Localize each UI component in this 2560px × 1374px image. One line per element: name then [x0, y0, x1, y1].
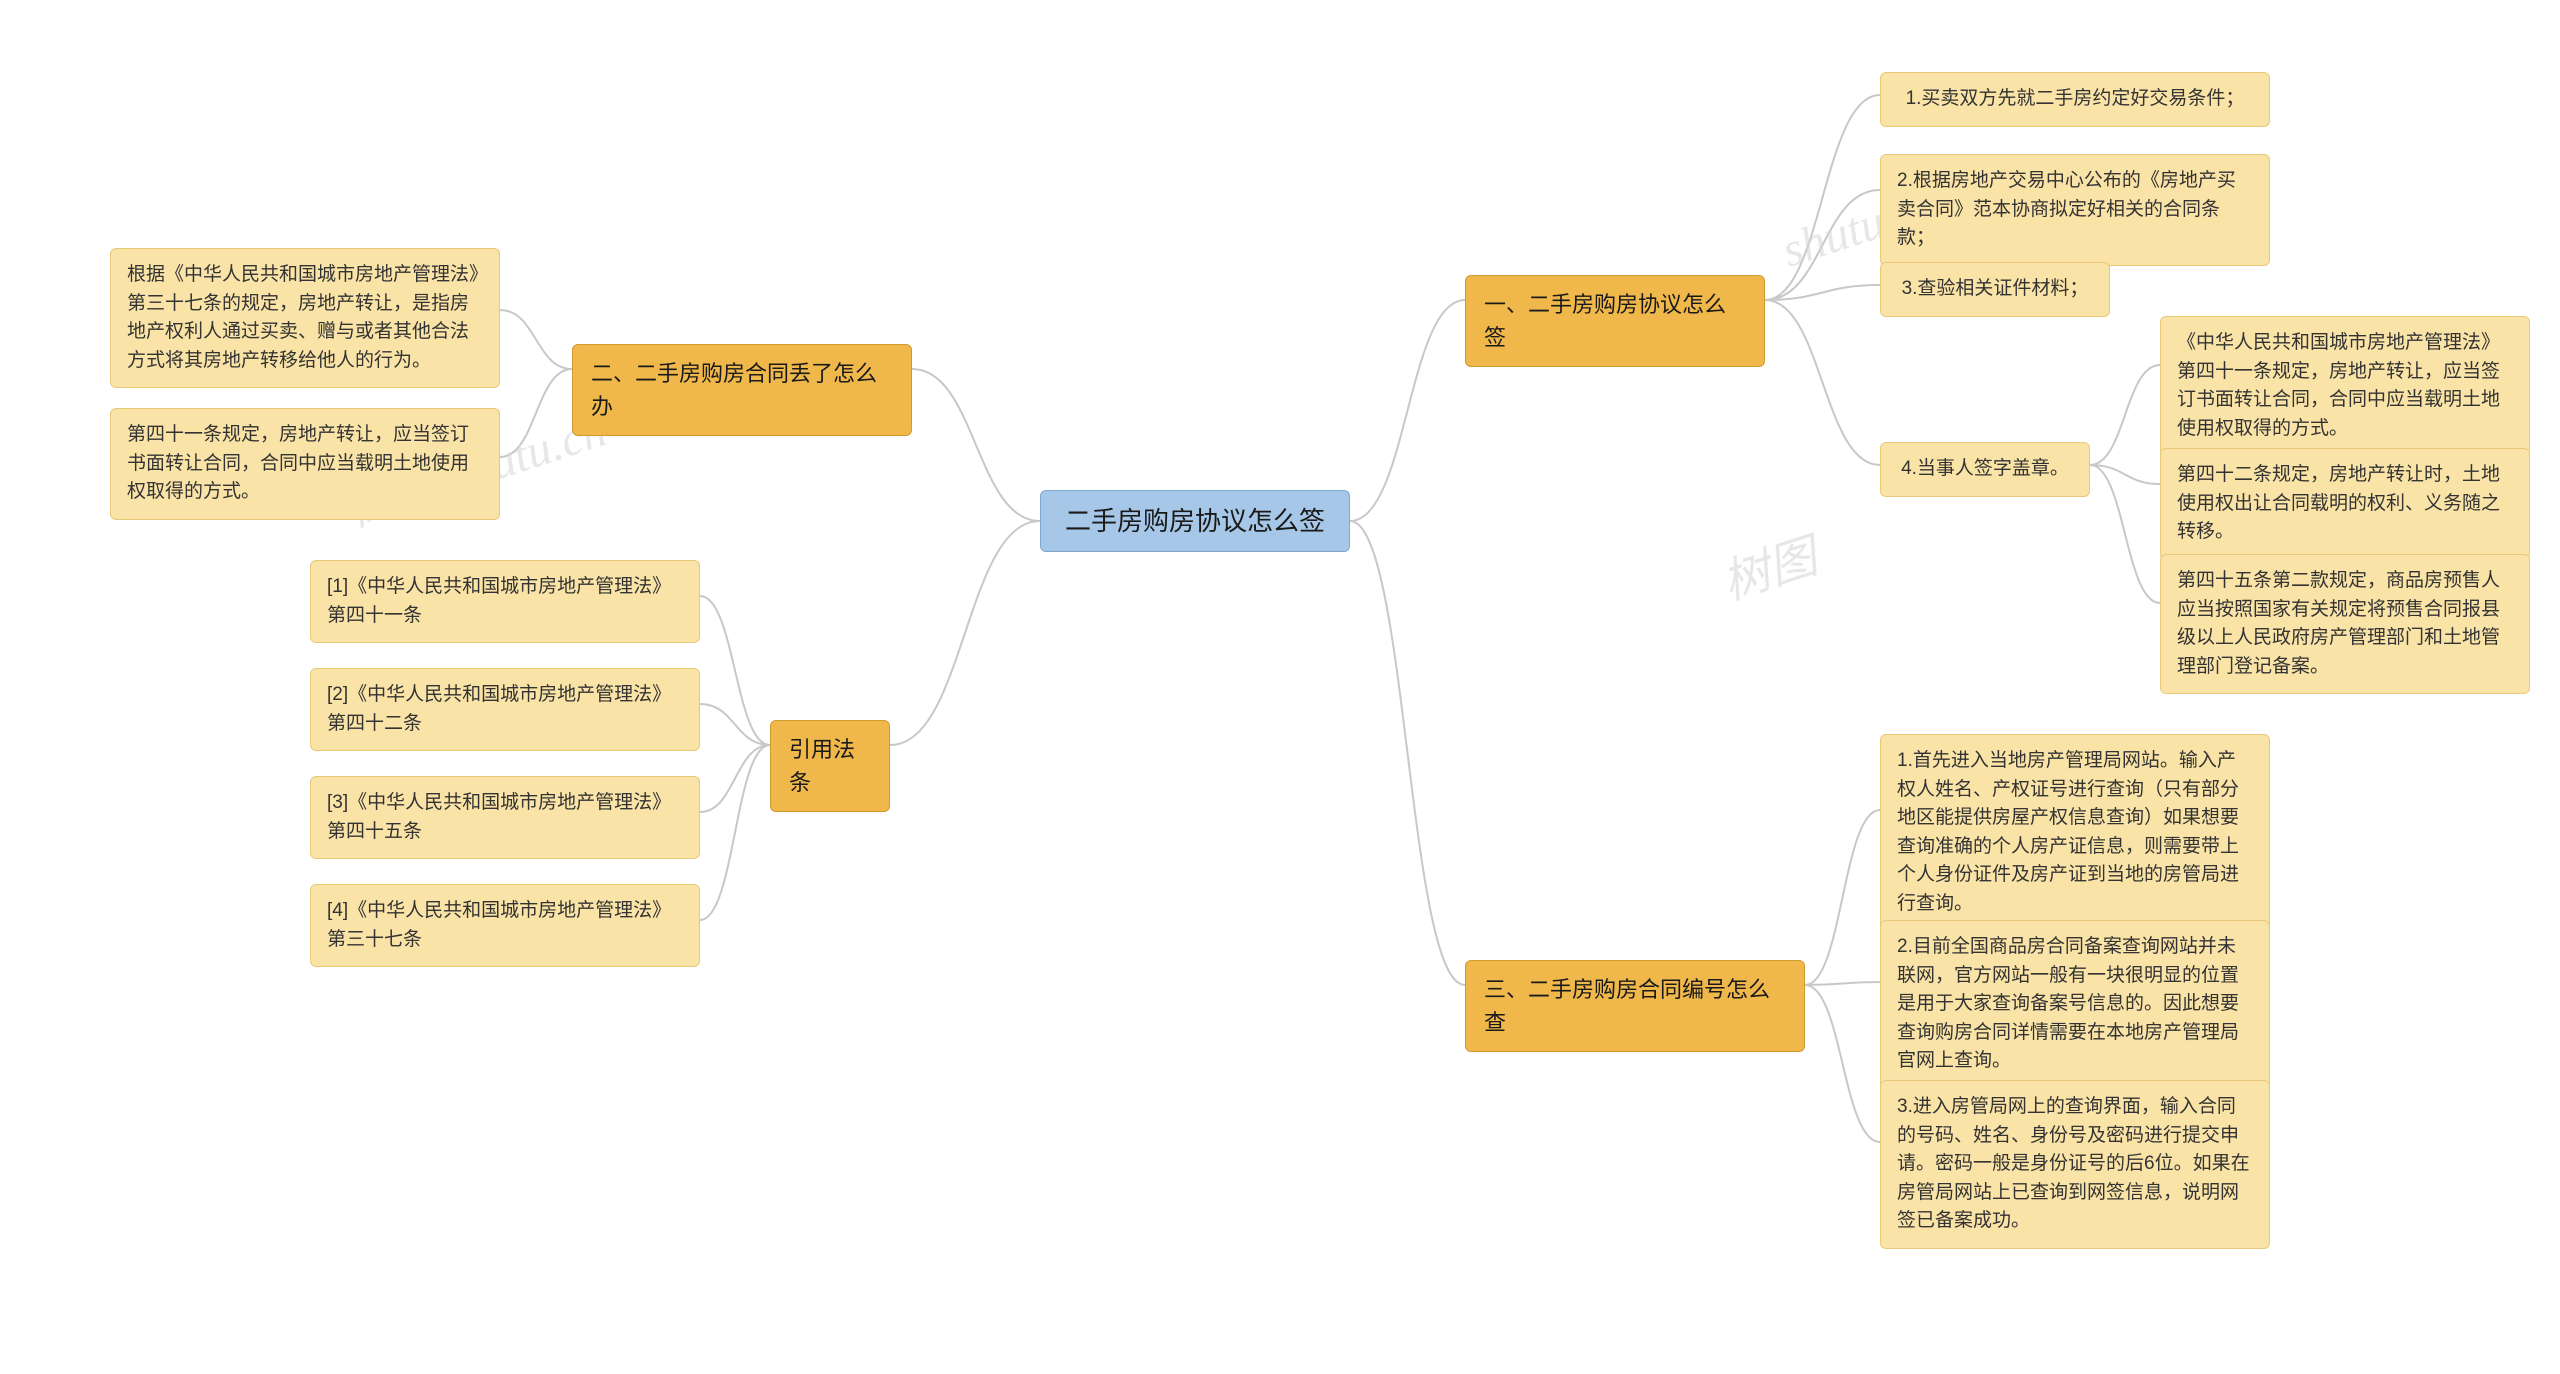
- leaf-node: [4]《中华人民共和国城市房地产管理法》 第三十七条: [310, 884, 700, 967]
- branch-node: 二、二手房购房合同丢了怎么办: [572, 344, 912, 436]
- leaf-node: 第四十二条规定，房地产转让时，土地使用权出让合同载明的权利、义务随之转移。: [2160, 448, 2530, 560]
- leaf-node: 《中华人民共和国城市房地产管理法》第四十一条规定，房地产转让，应当签订书面转让合…: [2160, 316, 2530, 456]
- root-node: 二手房购房协议怎么签: [1040, 490, 1350, 552]
- leaf-node: 4.当事人签字盖章。: [1880, 442, 2090, 497]
- branch-node: 引用法条: [770, 720, 890, 812]
- leaf-node: 1.买卖双方先就二手房约定好交易条件；: [1880, 72, 2270, 127]
- leaf-node: 3.查验相关证件材料；: [1880, 262, 2110, 317]
- leaf-node: 2.根据房地产交易中心公布的《房地产买卖合同》范本协商拟定好相关的合同条款；: [1880, 154, 2270, 266]
- leaf-node: 第四十五条第二款规定，商品房预售人应当按照国家有关规定将预售合同报县级以上人民政…: [2160, 554, 2530, 694]
- leaf-node: 根据《中华人民共和国城市房地产管理法》第三十七条的规定，房地产转让，是指房地产权…: [110, 248, 500, 388]
- leaf-node: 3.进入房管局网上的查询界面，输入合同的号码、姓名、身份号及密码进行提交申请。密…: [1880, 1080, 2270, 1249]
- branch-node: 一、二手房购房协议怎么签: [1465, 275, 1765, 367]
- leaf-node: [1]《中华人民共和国城市房地产管理法》 第四十一条: [310, 560, 700, 643]
- leaf-node: 第四十一条规定，房地产转让，应当签订书面转让合同，合同中应当载明土地使用权取得的…: [110, 408, 500, 520]
- leaf-node: [2]《中华人民共和国城市房地产管理法》 第四十二条: [310, 668, 700, 751]
- leaf-node: 2.目前全国商品房合同备案查询网站并未联网，官方网站一般有一块很明显的位置是用于…: [1880, 920, 2270, 1089]
- branch-node: 三、二手房购房合同编号怎么查: [1465, 960, 1805, 1052]
- watermark-3: 树图: [1712, 517, 1825, 613]
- leaf-node: [3]《中华人民共和国城市房地产管理法》 第四十五条: [310, 776, 700, 859]
- leaf-node: 1.首先进入当地房产管理局网站。输入产权人姓名、产权证号进行查询（只有部分地区能…: [1880, 734, 2270, 931]
